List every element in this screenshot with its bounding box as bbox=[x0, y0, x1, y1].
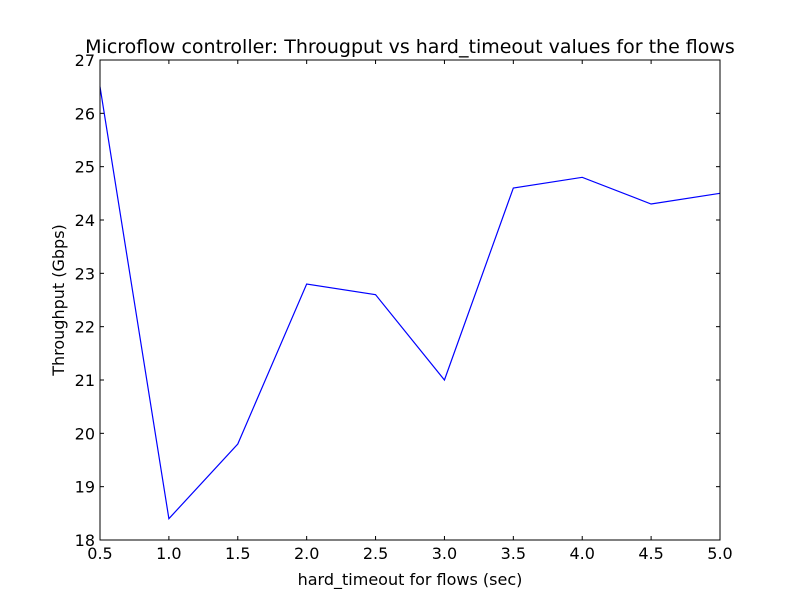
x-axis-title: hard_timeout for flows (sec) bbox=[298, 570, 523, 590]
y-tick-label: 26 bbox=[75, 104, 95, 123]
plot-area bbox=[99, 86, 721, 520]
y-axis: 18 19 20 21 22 23 24 25 26 27 bbox=[75, 51, 720, 550]
x-tick-label: 2.5 bbox=[363, 544, 388, 563]
x-tick-label: 5.0 bbox=[707, 544, 732, 563]
y-tick-label: 23 bbox=[75, 264, 95, 283]
y-axis-title: Throughput (Gbps) bbox=[49, 224, 68, 377]
x-axis: 0.5 1.0 1.5 2.0 2.5 3.0 3.5 4.0 4.5 5.0 bbox=[87, 60, 733, 563]
x-tick-label: 2.0 bbox=[294, 544, 319, 563]
x-tick-label: 3.5 bbox=[501, 544, 526, 563]
y-tick-label: 27 bbox=[75, 51, 95, 70]
plot-frame bbox=[99, 59, 721, 541]
series-line-0 bbox=[99, 86, 721, 520]
y-tick-label: 20 bbox=[75, 424, 95, 443]
y-tick-label: 22 bbox=[75, 318, 95, 337]
x-tick-label: 3.0 bbox=[432, 544, 457, 563]
chart-title: Microflow controller: Througput vs hard_… bbox=[85, 36, 735, 58]
y-tick-label: 18 bbox=[75, 531, 95, 550]
x-tick-label: 1.0 bbox=[156, 544, 181, 563]
x-tick-label: 4.0 bbox=[569, 544, 594, 563]
y-tick-label: 21 bbox=[75, 371, 95, 390]
x-tick-label: 0.5 bbox=[87, 544, 112, 563]
y-tick-label: 19 bbox=[75, 478, 95, 497]
y-tick-label: 24 bbox=[75, 211, 95, 230]
y-tick-label: 25 bbox=[75, 158, 95, 177]
x-tick-label: 1.5 bbox=[225, 544, 250, 563]
x-tick-label: 4.5 bbox=[638, 544, 663, 563]
